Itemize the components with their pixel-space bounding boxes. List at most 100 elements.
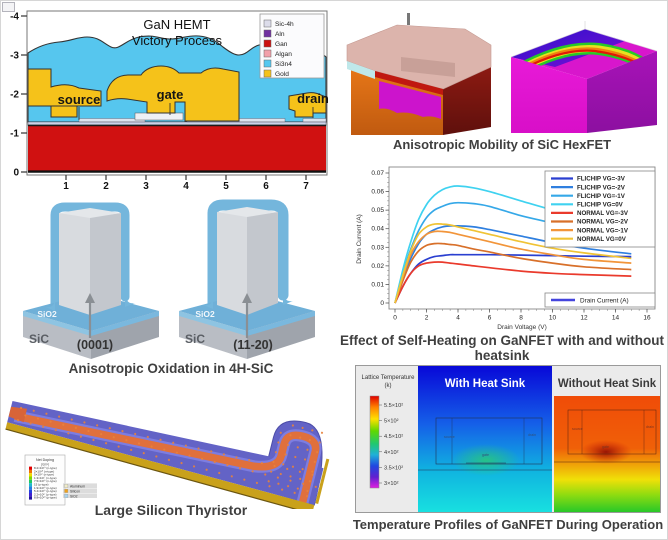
source-gold: [27, 68, 102, 107]
orientation-label: (0001): [77, 338, 113, 352]
material-legend: Sic-4h Aln Gan Algan Si3n4 Gold: [263, 19, 294, 78]
doping-row-label: 2.2×10¹⁷ (p-type): [34, 492, 57, 496]
legend-label: Sic-4h: [275, 21, 294, 28]
without-heatsink-map: source drain gate: [554, 396, 660, 512]
anode-stripe: [14, 412, 320, 504]
x-tick-label: 4: [183, 181, 189, 191]
doping-swatch: [29, 496, 32, 500]
y-tick-label: 0.04: [371, 226, 384, 233]
doping-swatch: [29, 493, 32, 497]
material-swatch: [64, 494, 69, 498]
thyristor-image: Net Doping (/cm³) 8.2×10¹⁹ (n-type)2×10¹…: [5, 400, 330, 509]
y-axis-title: Drain Current (A): [356, 214, 363, 263]
chart-legend-box: [544, 170, 656, 248]
y-tick-label: 0.07: [371, 170, 384, 177]
temperature-caption: Temperature Profiles of GaNFET During Op…: [352, 517, 664, 532]
legend-swatch: [263, 59, 272, 68]
legend-label: Aln: [275, 31, 285, 38]
x-tick-label: 2: [425, 315, 429, 322]
doping-swatch: [29, 473, 32, 477]
sic-label: SiC: [29, 332, 49, 346]
orientation-label: (11-20): [233, 338, 273, 352]
silicon-gold-face: [5, 422, 315, 509]
legend-label: NORMAL VG=-1V: [577, 227, 629, 234]
doping-swatch: [29, 466, 32, 470]
curve-flichip-vg-0v: [394, 185, 632, 304]
with-heatsink-title: With Heat Sink: [445, 378, 526, 390]
y-tick-label: -1: [10, 129, 19, 140]
doping-row-label: 1.9×10¹⁶ (p-type): [34, 486, 57, 490]
colorbar-tick-label: 3.5×10²: [384, 465, 403, 471]
curve-flichip-vg-2v: [394, 224, 632, 304]
doping-dots: [16, 406, 324, 498]
legend-swatch: [263, 39, 272, 48]
sic-label: SiC: [185, 332, 205, 346]
hexfet-structure-image: [346, 13, 492, 135]
doping-row-label: 7.5×10¹⁶ (n-type): [34, 479, 57, 483]
temperature-figure: Lattice Temperature (k) 5.5×10² 5×10² 4.5×…: [362, 366, 660, 512]
sio2-label: SiO2: [37, 309, 57, 319]
temperature-panel: Lattice Temperature (k) 5.5×10² 5×10² 4.5×…: [355, 365, 661, 513]
x-tick-label: 6: [488, 315, 492, 322]
orientation-arrow-head: [85, 293, 95, 303]
current-legend-box: [544, 292, 656, 308]
y-tick-label: -4: [10, 12, 19, 23]
orientation-arrow-head: [242, 293, 252, 303]
legend-label: Algan: [275, 51, 292, 58]
doping-row-label: 5.4×10¹⁶ (p-type): [34, 489, 57, 493]
gan-slab: [28, 125, 326, 172]
mobility-rainbow-band: [511, 42, 651, 77]
doping-swatch: [29, 489, 32, 493]
x-tick-label: 10: [549, 315, 557, 322]
x-axis-title: Drain Voltage (V): [497, 324, 547, 331]
legend-swatch: [263, 69, 272, 78]
y-tick-label: 0.01: [371, 281, 384, 288]
magenta-implant: [379, 81, 441, 119]
probe-pin: [407, 13, 410, 25]
annotation-drain: drain: [528, 433, 536, 437]
doping-row-label: 5×10¹⁷ (n-type): [34, 473, 54, 477]
interface-strip: [302, 118, 327, 123]
oxidation-caption: Anisotropic Oxidation in 4H-SiC: [68, 361, 274, 376]
doping-swatch: [29, 469, 32, 474]
colorbar-title: Lattice Temperature: [362, 375, 416, 381]
material-swatch: [64, 484, 69, 488]
gate-label: gate: [157, 87, 184, 102]
y-tick-label: 0: [13, 168, 19, 179]
x-tick-label: 4: [456, 315, 460, 322]
y-tick-label: -2: [10, 90, 19, 101]
cube-right-face: [587, 51, 657, 133]
doping-row-label: 1.3×10¹⁷ (n-type): [34, 476, 57, 480]
material-row-bg: [63, 493, 97, 498]
cube-front-face: [511, 57, 587, 133]
doping-swatch: [29, 483, 32, 487]
gan-hemt-cross-section: source gate drain GaN HEMT Victory Proce…: [10, 10, 329, 191]
x-tick-label: 14: [612, 315, 620, 322]
doping-row-label: 8.2×10¹⁹ (n-type): [34, 466, 57, 470]
cross-section-layers: [27, 35, 327, 173]
y-tick-label: 0.02: [371, 263, 384, 270]
curve-normal-vg-2v: [394, 242, 632, 304]
colorbar-tick-label: 5.5×10²: [384, 403, 403, 409]
legend-label: NORMAL VG=0V: [577, 236, 627, 243]
doping-swatch: [29, 479, 32, 484]
thyristor-bar: [5, 400, 330, 509]
chart-axes: 0 0.01 0.02 0.03 0.04 0.05 0.06 0.07 0 2 4 6 8 10 12 14…: [371, 170, 651, 322]
y-axis-ticks: -4 -3 -2 -1 0: [10, 12, 27, 179]
oxidation-fig-0001: SiO2 SiC (0001): [23, 202, 159, 359]
y-tick-label: -3: [10, 51, 19, 62]
material-label: Silicon: [70, 489, 80, 493]
annotation-drain: drain: [646, 425, 654, 429]
hook-gold-edge: [315, 458, 330, 504]
curve-normal-vg-3v: [394, 261, 632, 304]
material-label: SiO2: [70, 494, 78, 498]
material-swatch: [64, 489, 69, 493]
hexfet-caption: Anisotropic Mobility of SiC HexFET: [392, 137, 612, 152]
x-tick-label: 6: [263, 181, 269, 191]
colorbar-unit: (k): [385, 383, 392, 389]
legend-swatch: [263, 29, 272, 38]
x-tick-label: 5: [223, 181, 229, 191]
